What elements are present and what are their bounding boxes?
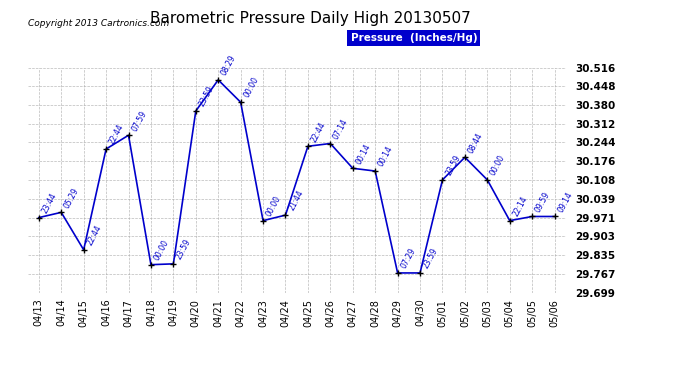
Text: 00:00: 00:00 bbox=[489, 153, 507, 177]
Text: 08:44: 08:44 bbox=[466, 131, 484, 154]
Text: 22:14: 22:14 bbox=[511, 195, 529, 218]
Text: 23:59: 23:59 bbox=[175, 237, 193, 261]
Text: Barometric Pressure Daily High 20130507: Barometric Pressure Daily High 20130507 bbox=[150, 11, 471, 26]
Text: 23:44: 23:44 bbox=[40, 191, 59, 215]
Text: 00:00: 00:00 bbox=[264, 194, 283, 218]
Text: 05:29: 05:29 bbox=[63, 186, 81, 210]
Text: 23:59: 23:59 bbox=[422, 247, 440, 270]
Text: Copyright 2013 Cartronics.com: Copyright 2013 Cartronics.com bbox=[28, 19, 169, 28]
Text: 21:44: 21:44 bbox=[287, 189, 305, 212]
Text: 22:44: 22:44 bbox=[85, 224, 104, 247]
Text: 00:00: 00:00 bbox=[152, 238, 170, 262]
Text: 00:14: 00:14 bbox=[377, 145, 395, 168]
Text: 08:29: 08:29 bbox=[219, 54, 238, 77]
Text: 07:29: 07:29 bbox=[399, 247, 417, 270]
Text: 09:59: 09:59 bbox=[533, 190, 552, 214]
Text: 00:00: 00:00 bbox=[242, 76, 260, 99]
Text: 23:59: 23:59 bbox=[197, 85, 215, 108]
Text: Pressure  (Inches/Hg): Pressure (Inches/Hg) bbox=[351, 33, 477, 43]
Text: 07:14: 07:14 bbox=[332, 117, 350, 141]
Text: 23:59: 23:59 bbox=[444, 153, 462, 177]
Text: 22:44: 22:44 bbox=[309, 120, 328, 144]
Text: 07:59: 07:59 bbox=[130, 109, 148, 132]
Text: 09:14: 09:14 bbox=[556, 190, 574, 214]
Text: 00:14: 00:14 bbox=[354, 142, 373, 165]
Text: 22:44: 22:44 bbox=[108, 123, 126, 146]
